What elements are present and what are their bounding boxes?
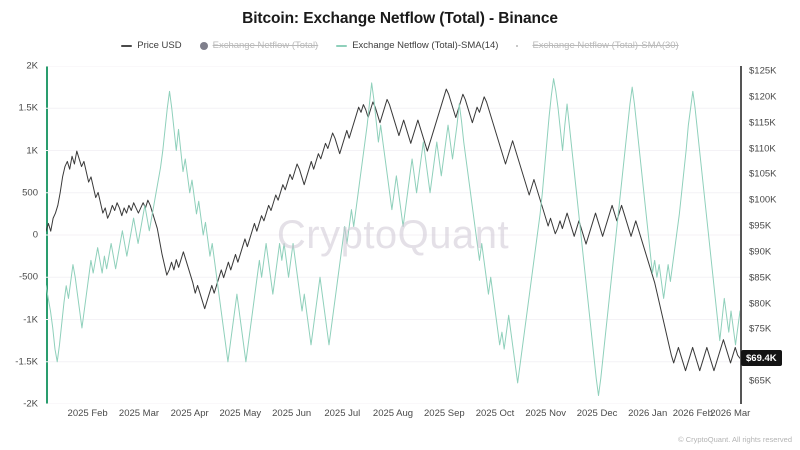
right-axis-tick: $90K	[749, 246, 772, 258]
left-axis-tick: -2K	[23, 398, 38, 410]
legend-line-icon	[121, 44, 133, 47]
right-axis-tick: $65K	[749, 375, 772, 387]
x-axis-labels: 2025 Feb 2025 Mar 2025 Apr 2025 May 2025 Jun…	[46, 404, 751, 424]
x-axis-tick: 2026 Feb	[672, 408, 713, 419]
x-axis-tick: 2025 Jun	[272, 408, 312, 419]
x-axis-tick: 2026 Mar	[710, 408, 751, 419]
right-axis-tick: $110K	[749, 143, 776, 154]
legend-item-3[interactable]: Exchange Netflow (Total)-SMA(30)	[516, 40, 679, 51]
right-axis-tick: $85K	[749, 272, 772, 284]
right-axis-tick: $80K	[749, 298, 772, 309]
left-axis-tick: 500	[22, 187, 38, 199]
legend-item-label: Exchange Netflow (Total)-SMA(30)	[532, 40, 679, 51]
x-axis-tick: 2025 Jul	[324, 408, 361, 419]
right-axis-tick: $115K	[749, 117, 776, 129]
x-axis-tick: 2025 Nov	[525, 408, 567, 419]
left-axis-tick: -500	[18, 271, 38, 283]
legend-item-label: Price USD	[137, 40, 182, 51]
series-line-price	[46, 88, 740, 372]
x-axis-tick: 2025 Dec	[576, 408, 618, 419]
legend-dot-icon	[199, 41, 208, 50]
left-axis-tick: 1.5K	[18, 102, 38, 114]
right-axis-tick: $125K	[749, 65, 777, 77]
left-axis-tick: 2K	[26, 60, 38, 72]
right-axis-labels: $125K $120K $115K $110K $105K $100K $95K $90K $8…	[746, 66, 800, 404]
x-axis-tick: 2025 May	[219, 408, 262, 419]
left-axis-tick: -1.5K	[15, 356, 38, 368]
copyright-credit: © CryptoQuant. All rights reserved	[678, 435, 792, 444]
legend-line-icon	[336, 44, 348, 47]
x-axis-tick: 2025 Apr	[170, 408, 209, 419]
legend-item-1[interactable]: Exchange Netflow (Total)	[199, 40, 319, 51]
series-canvas	[46, 66, 740, 404]
x-axis-tick: 2025 Aug	[372, 408, 414, 419]
series-line-netflow-sma14	[46, 78, 740, 397]
right-axis-tick: $100K	[749, 194, 777, 206]
right-axis-tick: $95K	[749, 220, 772, 232]
left-axis-tick: 1K	[26, 145, 38, 156]
x-axis-tick: 2025 Feb	[67, 408, 108, 419]
right-axis-tick: $75K	[749, 323, 772, 335]
left-axis-tick: -1K	[23, 314, 38, 325]
left-axis-tick: 0	[32, 229, 38, 241]
x-axis-tick: 2026 Jan	[628, 408, 668, 419]
left-axis-labels: 2K 1.5K 1K 500 0 -500 -1K -1.5K -2K	[0, 61, 42, 410]
x-axis-tick: 2025 Mar	[118, 408, 160, 419]
x-axis-tick: 2025 Oct	[475, 408, 515, 419]
right-axis-tick: $105K	[749, 168, 777, 180]
legend-item-0[interactable]: Price USD	[121, 40, 182, 51]
chart-legend: Price USD Exchange Netflow (Total) Exchang…	[0, 40, 800, 51]
x-axis-tick: 2025 Sep	[424, 408, 465, 419]
current-price-badge: $69.4K	[741, 350, 782, 367]
plot-area[interactable]: CryptoQuant	[46, 66, 740, 404]
legend-item-label: Exchange Netflow (Total)	[212, 40, 319, 51]
right-axis-tick: $120K	[749, 91, 777, 103]
legend-item-label: Exchange Netflow (Total)-SMA(14)	[352, 40, 499, 51]
right-axis-line	[740, 66, 742, 404]
legend-dotted-line-icon	[516, 44, 528, 47]
page-title: Bitcoin: Exchange Netflow (Total) - Bina…	[242, 10, 558, 27]
legend-item-2[interactable]: Exchange Netflow (Total)-SMA(14)	[336, 40, 498, 51]
